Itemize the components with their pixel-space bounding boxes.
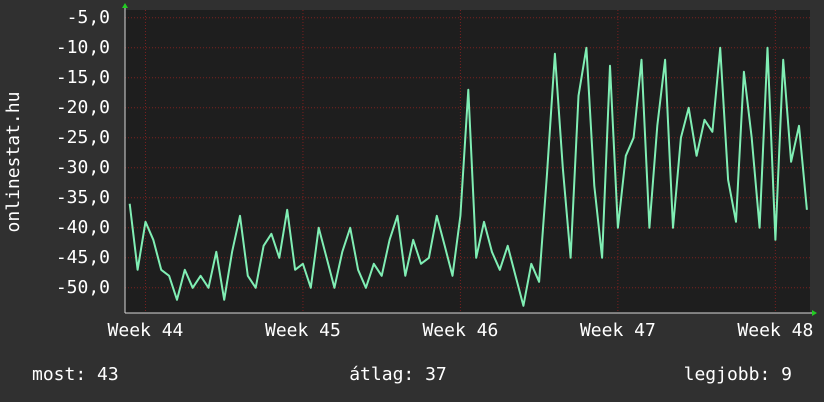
y-tick-label: -15,0 [56, 67, 110, 88]
data-line [128, 46, 808, 307]
plot-area [125, 10, 810, 313]
legend-current: most: 43 [32, 364, 119, 385]
x-tick-label: Week 46 [422, 320, 498, 341]
legend-best: legjobb: 9 [684, 364, 792, 385]
y-tick-label: -50,0 [56, 277, 110, 298]
y-tick-label: -10,0 [56, 37, 110, 58]
y-tick-label: -30,0 [56, 157, 110, 178]
x-axis-arrow [812, 310, 817, 316]
x-tick-label: Week 44 [108, 320, 184, 341]
y-axis-arrow [122, 3, 128, 8]
x-tick-label: Week 48 [737, 320, 813, 341]
y-tick-label: -20,0 [56, 97, 110, 118]
x-tick-label: Week 45 [265, 320, 341, 341]
y-tick-label: -35,0 [56, 187, 110, 208]
y-tick-label: -45,0 [56, 247, 110, 268]
y-tick-label: -25,0 [56, 127, 110, 148]
x-tick-label: Week 47 [580, 320, 656, 341]
y-axis-label: onlinestat.hu [3, 92, 24, 233]
y-tick-label: -5,0 [67, 7, 110, 28]
y-tick-label: -40,0 [56, 217, 110, 238]
legend-average: átlag: 37 [349, 364, 447, 385]
